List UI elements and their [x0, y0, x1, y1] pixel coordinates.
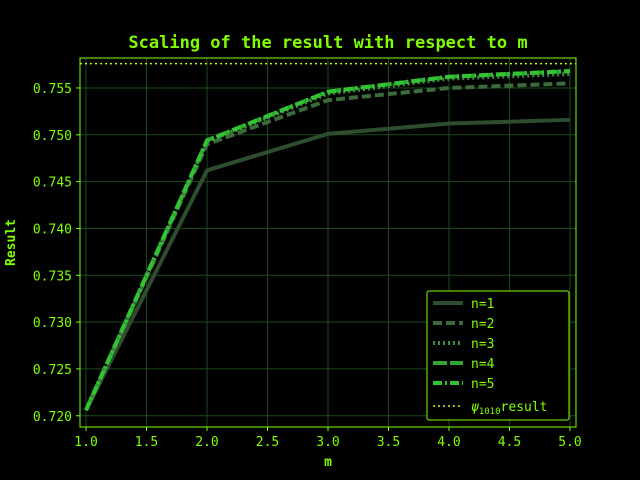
x-tick-label: 2.0	[195, 435, 218, 450]
plot-frame	[79, 57, 577, 428]
x-tick-label: 5.0	[558, 435, 581, 450]
x-axis-label: m	[324, 455, 332, 470]
y-tick-label: 0.725	[33, 363, 72, 378]
x-tick-label: 4.0	[437, 435, 460, 450]
x-tick-label: 4.5	[498, 435, 521, 450]
y-axis-label: Result	[4, 219, 19, 266]
series-line-n5	[84, 69, 571, 411]
legend-box	[426, 290, 570, 421]
y-tick-label: 0.735	[33, 269, 72, 284]
x-tick-label: 1.5	[135, 435, 158, 450]
x-tick-label: 2.5	[256, 435, 279, 450]
y-tick-label: 0.745	[33, 176, 72, 191]
x-axis-ticks: 1.0 1.5 2.0 2.5 3.0 3.5 4.0 4.5 5.0	[74, 427, 582, 450]
y-tick-label: 0.740	[33, 222, 72, 237]
y-tick-label: 0.720	[33, 410, 72, 425]
legend-label-n4: n=4	[471, 357, 495, 372]
x-tick-label: 1.0	[74, 435, 97, 450]
legend-label-n3: n=3	[471, 337, 494, 352]
legend-label-reference: ψ1010result	[471, 400, 547, 417]
legend-label-n1: n=1	[471, 297, 494, 312]
x-tick-label: 3.5	[377, 435, 400, 450]
series-line-n2	[84, 81, 571, 411]
legend-label-n2: n=2	[471, 317, 494, 332]
chart-title: Scaling of the result with respect to m	[128, 33, 527, 53]
legend: n=1 n=2 n=3 n=4 n=5 ψ1010result	[426, 290, 570, 421]
series-line-n1	[84, 117, 571, 412]
y-tick-label: 0.730	[33, 316, 72, 331]
legend-label-n5: n=5	[471, 377, 494, 392]
y-tick-label: 0.750	[33, 129, 72, 144]
y-tick-label: 0.755	[33, 82, 72, 97]
y-axis-ticks: 0.720 0.725 0.730 0.735 0.740 0.745 0.750 0.755	[33, 82, 80, 425]
series-lines	[84, 69, 571, 412]
x-tick-label: 3.0	[316, 435, 339, 450]
